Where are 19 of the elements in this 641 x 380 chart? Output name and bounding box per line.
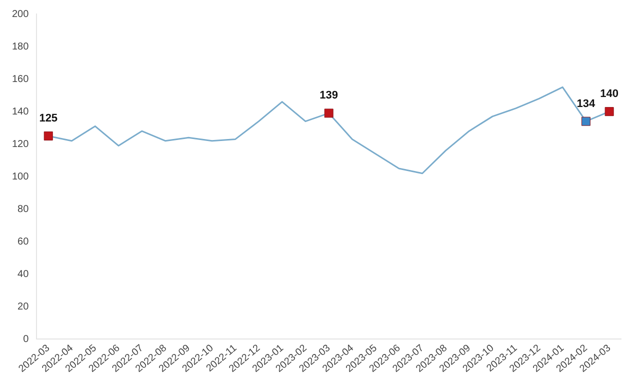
data-label: 134 — [576, 98, 596, 110]
y-tick-label: 140 — [12, 106, 30, 118]
y-tick-label: 60 — [18, 236, 30, 248]
y-tick-label: 80 — [18, 204, 30, 215]
y-tick-label: 20 — [18, 301, 30, 312]
point — [44, 131, 53, 140]
y-tick-label: 160 — [12, 74, 30, 85]
y-tick-label: 120 — [12, 138, 30, 150]
point — [324, 108, 334, 118]
point — [581, 116, 590, 126]
y-tick-label: 100 — [12, 171, 30, 182]
y-tick-label: 200 — [12, 8, 30, 20]
point — [604, 107, 614, 116]
data-label: 139 — [320, 90, 338, 102]
data-label: 125 — [39, 112, 58, 124]
y-tick-label: 0 — [23, 334, 30, 345]
data-label: 140 — [600, 88, 618, 100]
y-tick-label: 40 — [18, 268, 30, 280]
y-tick-label: 180 — [12, 41, 30, 52]
